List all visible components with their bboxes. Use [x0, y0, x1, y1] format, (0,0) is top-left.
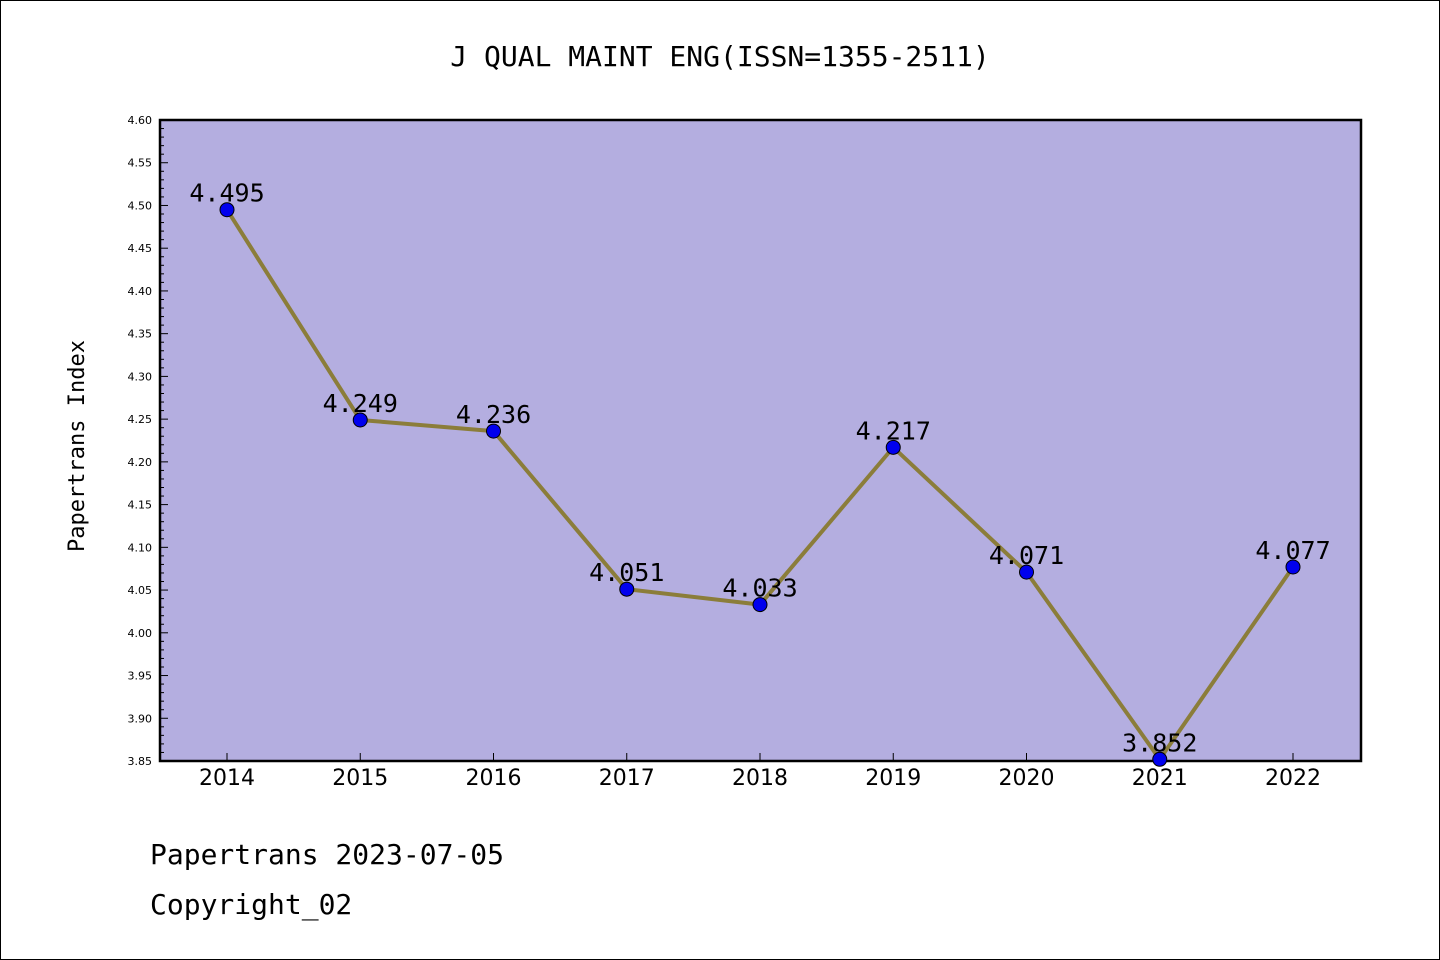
- y-tick-label: 4.35: [128, 328, 153, 341]
- x-tick-label: 2021: [1132, 766, 1188, 791]
- y-tick-label: 3.95: [128, 670, 153, 683]
- y-tick-label: 4.00: [128, 627, 153, 640]
- data-label: 4.249: [323, 389, 398, 418]
- data-point: [752, 597, 768, 613]
- data-point: [619, 581, 635, 597]
- y-tick-label: 4.25: [128, 413, 153, 426]
- x-tick-label: 2019: [865, 766, 921, 791]
- y-tick-label: 4.15: [128, 499, 153, 512]
- y-tick-label: 4.50: [128, 199, 153, 212]
- x-tick-label: 2014: [199, 766, 255, 791]
- data-point: [1152, 751, 1168, 767]
- data-label: 4.217: [856, 416, 931, 445]
- x-tick-label: 2017: [599, 766, 655, 791]
- data-point: [352, 412, 368, 428]
- y-tick-label: 4.45: [128, 242, 153, 255]
- data-labels: 4.495 4.249 4.236 4.051 4.033 4.217 4.071 3.852…: [189, 179, 1330, 758]
- y-axis: 3.85 3.90 3.95 4.00 4.05 4.10 4.15 4.20 4.25 4.30…: [128, 114, 168, 768]
- data-label: 4.051: [589, 558, 664, 587]
- data-label: 3.852: [1122, 728, 1197, 757]
- chart-title: J QUAL MAINT ENG(ISSN=1355-2511): [450, 40, 989, 73]
- data-point: [219, 202, 235, 218]
- data-label: 4.033: [722, 574, 797, 603]
- data-label: 4.495: [189, 179, 264, 208]
- y-tick-label: 4.30: [128, 370, 153, 383]
- data-point: [885, 439, 901, 455]
- data-point: [1285, 559, 1301, 575]
- footer-date: Papertrans 2023-07-05: [150, 838, 504, 871]
- y-tick-label: 4.10: [128, 541, 153, 554]
- y-tick-label: 4.05: [128, 584, 153, 597]
- data-markers: [219, 202, 1301, 767]
- data-point: [486, 423, 501, 439]
- y-tick-label: 4.60: [128, 114, 153, 127]
- y-tick-label: 4.40: [128, 285, 153, 298]
- x-tick-label: 2020: [999, 766, 1055, 791]
- x-axis: 2014 2015 2016 2017 2018 2019 2020 2021 2022: [199, 753, 1321, 791]
- x-tick-label: 2022: [1265, 766, 1321, 791]
- plot-area: [158, 118, 1363, 763]
- y-tick-label: 3.85: [128, 755, 153, 768]
- data-label: 4.071: [989, 541, 1064, 570]
- y-tick-label: 4.55: [128, 157, 153, 170]
- footer-copyright: Copyright_02: [150, 888, 352, 922]
- data-label: 4.077: [1255, 536, 1330, 565]
- x-tick-label: 2018: [732, 766, 788, 791]
- data-label: 4.236: [456, 400, 531, 429]
- y-tick-label: 4.20: [128, 456, 153, 469]
- y-axis-label: Papertrans Index: [65, 340, 90, 552]
- x-tick-label: 2016: [466, 766, 522, 791]
- data-point: [1019, 564, 1034, 580]
- y-tick-label: 3.90: [128, 712, 153, 725]
- x-tick-label: 2015: [332, 766, 388, 791]
